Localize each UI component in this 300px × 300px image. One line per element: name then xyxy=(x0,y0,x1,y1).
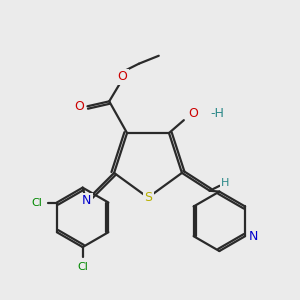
Text: H: H xyxy=(221,178,230,188)
Text: Cl: Cl xyxy=(32,197,43,208)
Text: O: O xyxy=(75,100,84,113)
Text: Cl: Cl xyxy=(77,262,88,272)
Text: N: N xyxy=(248,230,258,243)
Text: S: S xyxy=(144,191,152,204)
Text: O: O xyxy=(188,107,198,120)
Text: O: O xyxy=(117,70,127,83)
Text: -H: -H xyxy=(211,107,224,120)
Text: N: N xyxy=(82,194,91,207)
